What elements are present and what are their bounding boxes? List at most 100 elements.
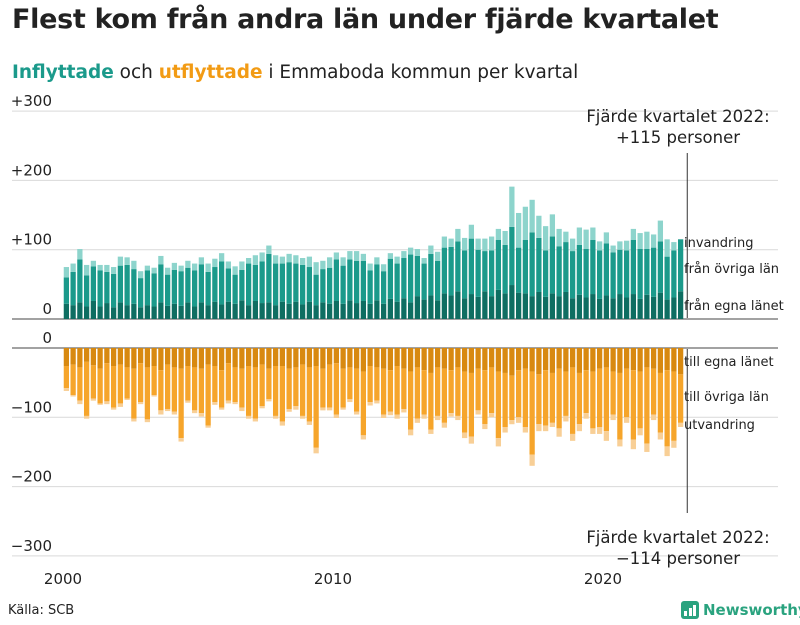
- bar-ovriga-in: [596, 250, 603, 299]
- bar-invandring: [320, 260, 326, 270]
- bar-ovriga-in: [387, 258, 394, 299]
- bar-utvandring: [293, 406, 299, 410]
- bar-ovriga-in: [178, 271, 184, 306]
- bar-ovriga-out: [630, 370, 637, 440]
- bar-utvandring: [617, 439, 623, 447]
- bar-egna-out: [407, 348, 414, 372]
- bar-utvandring: [353, 411, 360, 415]
- bar-utvandring: [401, 408, 407, 413]
- bar-egna-in: [131, 303, 137, 319]
- bar-invandring: [340, 257, 346, 266]
- bar-invandring: [137, 271, 144, 279]
- bar-egna-in: [367, 303, 373, 319]
- bar-ovriga-in: [63, 277, 70, 304]
- bar-invandring: [151, 267, 157, 274]
- bar-ovriga-out: [509, 375, 515, 421]
- bar-utvandring: [326, 407, 333, 411]
- bar-invandring: [286, 253, 292, 263]
- bar-invandring: [414, 249, 421, 256]
- bar-ovriga-out: [164, 364, 171, 409]
- series-label-in: invandring: [684, 236, 753, 251]
- bar-utvandring: [461, 432, 468, 439]
- bar-ovriga-in: [198, 264, 205, 303]
- bar-ovriga-in: [239, 269, 245, 301]
- bar-utvandring: [421, 414, 427, 419]
- bar-egna-in: [340, 303, 346, 319]
- bar-utvandring: [590, 428, 596, 434]
- bar-ovriga-out: [83, 361, 90, 416]
- bar-utvandring: [77, 400, 83, 405]
- bar-ovriga-in: [353, 260, 360, 304]
- bar-ovriga-in: [583, 249, 589, 298]
- bar-egna-in: [266, 302, 272, 319]
- bar-utvandring: [360, 435, 367, 440]
- bar-ovriga-in: [124, 264, 130, 306]
- bar-egna-in: [320, 302, 326, 319]
- bar-utvandring: [63, 388, 70, 391]
- bar-invandring: [171, 262, 178, 270]
- bar-ovriga-out: [677, 374, 684, 423]
- bar-utvandring: [259, 406, 265, 409]
- bar-egna-out: [664, 348, 670, 371]
- bar-egna-out: [603, 348, 610, 368]
- bar-invandring: [97, 264, 103, 271]
- bar-utvandring: [239, 407, 245, 412]
- bar-egna-out: [637, 348, 643, 372]
- annotation-bottom: −114 personer: [616, 549, 740, 568]
- bar-egna-in: [495, 289, 502, 319]
- bar-egna-out: [272, 348, 279, 367]
- bar-utvandring: [90, 398, 97, 401]
- bar-utvandring: [671, 440, 677, 448]
- bar-egna-in: [212, 301, 218, 319]
- bar-ovriga-out: [515, 370, 522, 418]
- bar-ovriga-in: [77, 259, 83, 303]
- bar-egna-out: [441, 348, 448, 369]
- bar-egna-in: [610, 298, 616, 319]
- bar-invandring: [596, 241, 603, 251]
- bar-ovriga-out: [245, 366, 252, 416]
- bar-egna-out: [158, 348, 164, 371]
- bar-ovriga-in: [434, 260, 441, 301]
- bar-ovriga-out: [252, 367, 259, 419]
- bar-egna-in: [185, 302, 191, 319]
- x-tick-label: 2020: [584, 570, 622, 588]
- brand-name: Newsworthy: [703, 601, 800, 619]
- bar-egna-out: [77, 348, 83, 368]
- bar-utvandring: [245, 415, 252, 419]
- bar-egna-in: [110, 307, 117, 319]
- bar-egna-in: [232, 303, 238, 319]
- bar-egna-in: [83, 306, 90, 319]
- bar-utvandring: [374, 400, 380, 404]
- bar-invandring: [515, 212, 522, 248]
- bar-egna-out: [563, 348, 569, 372]
- bar-utvandring: [610, 414, 616, 421]
- bar-ovriga-out: [299, 364, 306, 416]
- bar-ovriga-out: [502, 372, 508, 428]
- bar-egna-out: [428, 348, 434, 373]
- bar-egna-in: [299, 304, 306, 319]
- bar-utvandring: [441, 422, 448, 428]
- bar-ovriga-in: [340, 265, 346, 304]
- bar-ovriga-in: [563, 242, 569, 292]
- bar-ovriga-out: [306, 367, 313, 422]
- bar-ovriga-in: [185, 267, 191, 303]
- bar-egna-in: [90, 300, 97, 319]
- bar-invandring: [63, 267, 70, 278]
- bar-ovriga-in: [488, 250, 495, 297]
- series-label-in: från övriga län: [684, 262, 779, 277]
- bar-invandring: [360, 253, 367, 261]
- y-tick-label: +300: [11, 92, 52, 110]
- bar-invandring: [495, 228, 502, 240]
- bar-utvandring: [677, 422, 684, 428]
- bar-invandring: [299, 258, 306, 265]
- bar-ovriga-out: [414, 367, 421, 419]
- bar-invandring: [225, 261, 232, 269]
- bar-utvandring: [596, 427, 603, 434]
- bar-utvandring: [475, 410, 481, 415]
- bar-ovriga-in: [407, 254, 414, 303]
- bar-egna-out: [164, 348, 171, 365]
- bar-egna-in: [650, 296, 657, 319]
- x-tick-label: 2000: [44, 570, 82, 588]
- bar-ovriga-in: [90, 266, 97, 301]
